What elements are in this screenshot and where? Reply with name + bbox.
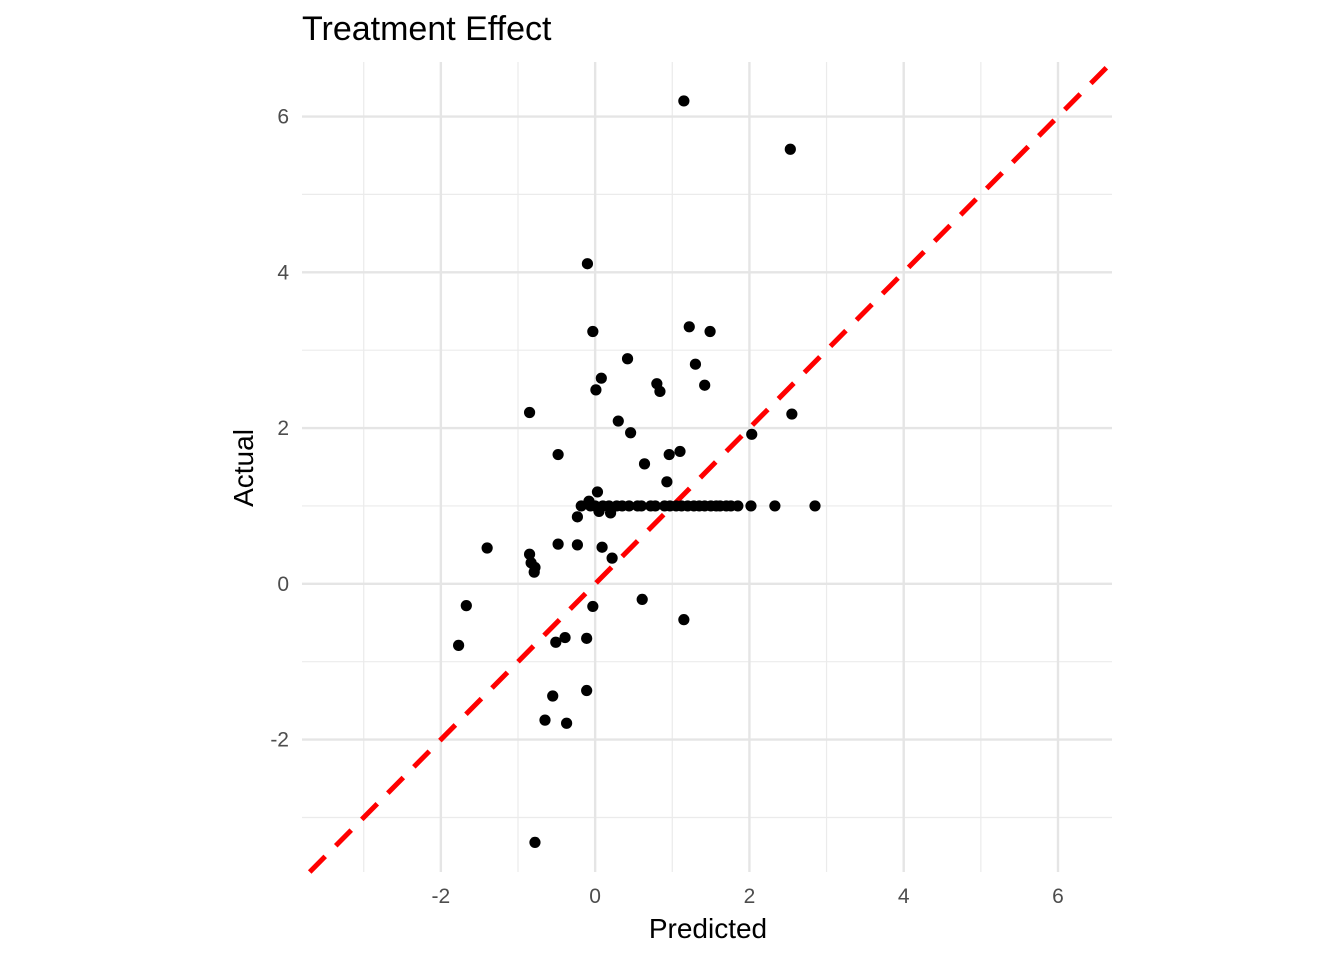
data-point	[596, 541, 608, 553]
data-point	[571, 539, 584, 551]
data-point	[595, 372, 607, 384]
data-point	[635, 500, 648, 512]
data-point	[523, 406, 536, 419]
data-point	[561, 717, 573, 729]
x-tick-label: -2	[432, 885, 451, 908]
data-point	[612, 415, 624, 427]
data-point	[575, 500, 587, 512]
reference-line-group	[307, 60, 1114, 874]
data-point	[587, 600, 599, 613]
data-point	[769, 500, 781, 512]
y-axis-title: Actual	[228, 429, 259, 507]
data-point	[745, 500, 757, 512]
data-point	[547, 690, 559, 702]
x-tick-label: 6	[1052, 885, 1064, 908]
x-axis-ticks: -2 0 2 4 6	[432, 885, 1064, 908]
y-axis-ticks: -2 0 2 4 6	[270, 106, 289, 752]
data-point	[587, 325, 599, 338]
data-point	[746, 428, 758, 440]
data-point	[678, 95, 690, 107]
data-point	[481, 542, 493, 554]
x-tick-label: 4	[898, 885, 910, 908]
data-point	[552, 448, 564, 461]
data-point	[453, 639, 465, 651]
data-point	[661, 476, 673, 488]
data-points	[453, 95, 821, 849]
data-point	[732, 500, 744, 512]
data-point	[528, 566, 540, 578]
data-point	[529, 836, 541, 849]
data-point	[559, 631, 571, 644]
data-point	[809, 500, 821, 512]
data-point	[674, 445, 686, 458]
y-tick-label: -2	[270, 729, 289, 752]
data-point	[590, 384, 602, 396]
data-point	[623, 500, 635, 512]
data-point	[581, 684, 593, 697]
data-point	[649, 500, 661, 512]
y-tick-label: 4	[277, 261, 289, 284]
data-point	[654, 385, 666, 398]
data-point	[606, 552, 618, 564]
data-point	[571, 511, 584, 523]
data-point	[636, 593, 648, 606]
data-point	[699, 379, 711, 391]
data-point	[581, 258, 594, 270]
data-point	[460, 600, 472, 612]
reference-line	[307, 60, 1114, 874]
data-point	[678, 614, 690, 626]
x-tick-label: 0	[589, 885, 601, 908]
data-point	[689, 358, 702, 370]
data-point	[539, 714, 551, 726]
data-point	[638, 458, 651, 470]
y-tick-label: 6	[277, 106, 289, 129]
data-point	[591, 486, 604, 498]
data-point	[786, 408, 798, 420]
data-point	[683, 321, 695, 333]
data-point	[663, 448, 675, 461]
data-point	[625, 427, 637, 439]
y-tick-label: 2	[277, 417, 289, 440]
data-point	[704, 325, 716, 338]
data-point	[552, 538, 564, 550]
x-tick-label: 2	[744, 885, 756, 908]
data-point	[603, 500, 615, 512]
data-point	[523, 548, 536, 560]
x-axis-title: Predicted	[649, 913, 767, 944]
data-point	[784, 143, 796, 155]
y-tick-label: 0	[277, 573, 289, 596]
data-point	[581, 632, 593, 644]
data-point	[550, 636, 562, 648]
data-point	[589, 500, 601, 512]
data-point	[621, 353, 634, 365]
chart-title: Treatment Effect	[302, 10, 552, 48]
